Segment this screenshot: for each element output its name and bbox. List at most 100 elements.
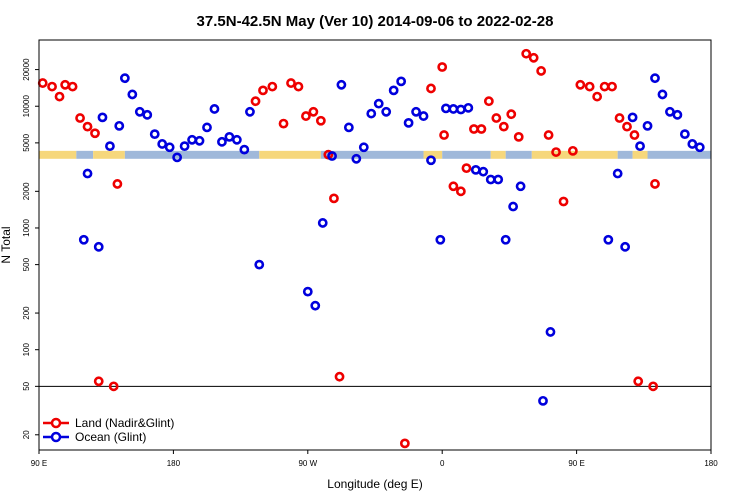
point-land <box>599 81 610 92</box>
point-ocean <box>612 168 623 179</box>
map-segment-ocean <box>124 150 260 159</box>
point-land <box>258 85 268 96</box>
point-ocean <box>515 181 526 192</box>
point-ocean <box>470 164 481 175</box>
chart-title: 37.5N-42.5N May (Ver 10) 2014-09-06 to 2… <box>197 13 554 30</box>
map-segment-ocean <box>442 150 491 159</box>
point-ocean <box>650 73 660 84</box>
y-axis: 20 50 100 200 500 1000 2000 5000 10000 20000 <box>22 58 39 439</box>
point-ocean <box>694 142 705 153</box>
point-ocean <box>209 104 220 114</box>
point-land <box>315 115 326 126</box>
plot-frame <box>38 39 712 451</box>
point-ocean <box>127 89 138 100</box>
point-land <box>308 106 319 117</box>
point-ocean <box>493 174 504 185</box>
point-ocean <box>508 201 519 212</box>
point-land <box>37 78 48 88</box>
point-ocean <box>134 106 145 117</box>
point-land <box>75 113 85 123</box>
point-ocean <box>478 166 489 177</box>
point-land <box>469 124 479 134</box>
point-ocean <box>105 141 115 152</box>
map-segment-land <box>93 150 125 159</box>
point-land <box>301 111 311 121</box>
point-ocean <box>97 112 108 123</box>
map-segment-land <box>490 150 506 159</box>
point-ocean <box>217 136 227 147</box>
map-segment-ocean <box>320 150 424 159</box>
point-ocean <box>82 168 93 179</box>
y-tick-label: 500 <box>22 257 31 271</box>
map-band <box>39 150 711 159</box>
point-ocean <box>635 141 645 152</box>
map-segment-land <box>632 150 648 159</box>
point-land <box>267 81 278 92</box>
point-land <box>448 181 459 192</box>
point-ocean <box>336 79 347 90</box>
point-ocean <box>441 103 451 114</box>
point-ocean <box>93 241 104 252</box>
point-ocean <box>455 104 466 115</box>
data-points <box>37 48 705 449</box>
point-land <box>551 147 561 157</box>
point-land <box>67 81 78 92</box>
point-land <box>278 118 289 129</box>
point-land <box>329 193 339 204</box>
point-ocean <box>418 111 429 121</box>
point-land <box>461 163 472 174</box>
point-ocean <box>343 122 354 133</box>
legend-label-land: Land (Nadir&Glint) <box>75 416 174 430</box>
map-segment-land <box>39 150 77 159</box>
point-land <box>528 52 539 63</box>
point-land <box>592 91 603 102</box>
map-segment-ocean <box>647 150 711 159</box>
point-ocean <box>381 106 392 117</box>
x-axis-label: Longitude (deg E) <box>327 477 422 491</box>
point-ocean <box>119 73 130 84</box>
y-tick-label: 200 <box>22 306 31 320</box>
point-ocean <box>657 89 668 100</box>
point-ocean <box>396 76 407 87</box>
point-ocean <box>302 286 313 297</box>
point-ocean <box>202 122 212 133</box>
point-ocean <box>164 142 175 153</box>
point-ocean <box>411 106 421 117</box>
point-ocean <box>500 234 511 245</box>
point-land <box>399 438 410 449</box>
point-land <box>650 179 660 189</box>
point-land <box>558 196 569 207</box>
point-land <box>629 130 640 140</box>
point-ocean <box>172 152 183 163</box>
y-tick-label: 20000 <box>22 58 31 81</box>
point-ocean <box>78 234 89 245</box>
point-land <box>82 121 93 132</box>
point-ocean <box>435 234 446 245</box>
point-land <box>455 186 466 197</box>
point-land <box>250 96 261 107</box>
point-ocean <box>254 259 265 270</box>
x-tick-label: 90 W <box>298 459 317 468</box>
point-land <box>93 376 104 387</box>
point-land <box>543 130 554 140</box>
point-land <box>47 81 57 92</box>
point-ocean <box>366 108 377 119</box>
point-ocean <box>463 102 474 113</box>
point-ocean <box>142 109 153 120</box>
point-ocean <box>545 327 556 337</box>
point-land <box>633 376 644 387</box>
x-axis: 90 E 180 90 W 0 90 E 180 <box>31 450 718 468</box>
y-tick-label: 2000 <box>22 182 31 200</box>
point-ocean <box>642 120 653 131</box>
point-land <box>426 83 436 94</box>
point-ocean <box>603 234 614 245</box>
point-land <box>491 113 502 123</box>
point-land <box>293 81 304 92</box>
point-ocean <box>373 98 384 109</box>
point-land <box>614 113 625 123</box>
point-ocean <box>672 109 683 120</box>
point-ocean <box>157 139 168 149</box>
point-ocean <box>317 218 328 228</box>
point-ocean <box>351 153 362 164</box>
point-land <box>60 79 71 90</box>
